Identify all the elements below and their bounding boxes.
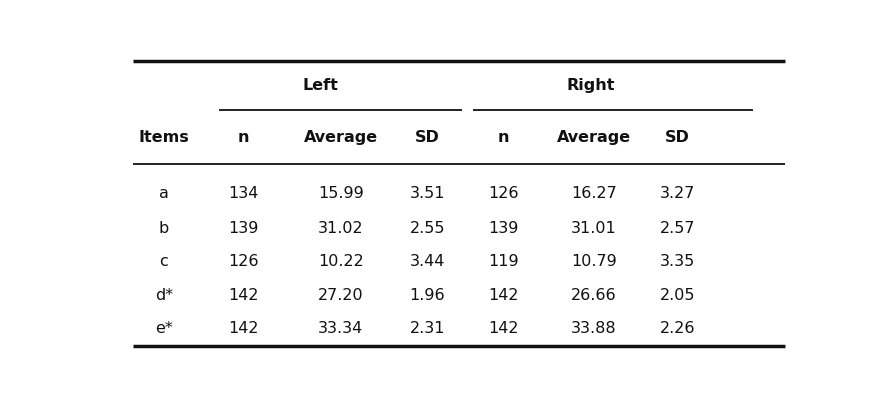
Text: 1.96: 1.96 bbox=[409, 288, 445, 303]
Text: SD: SD bbox=[664, 130, 689, 145]
Text: n: n bbox=[238, 130, 249, 145]
Text: 27.20: 27.20 bbox=[317, 288, 363, 303]
Text: Items: Items bbox=[139, 130, 189, 145]
Text: 134: 134 bbox=[228, 186, 258, 201]
Text: a: a bbox=[159, 186, 169, 201]
Text: 10.79: 10.79 bbox=[570, 254, 616, 269]
Text: 126: 126 bbox=[228, 254, 258, 269]
Text: SD: SD bbox=[415, 130, 440, 145]
Text: n: n bbox=[497, 130, 509, 145]
Text: 16.27: 16.27 bbox=[570, 186, 616, 201]
Text: 119: 119 bbox=[488, 254, 519, 269]
Text: b: b bbox=[158, 221, 169, 236]
Text: 2.31: 2.31 bbox=[409, 321, 444, 336]
Text: e*: e* bbox=[155, 321, 173, 336]
Text: 3.51: 3.51 bbox=[409, 186, 444, 201]
Text: 2.55: 2.55 bbox=[409, 221, 444, 236]
Text: 31.02: 31.02 bbox=[317, 221, 363, 236]
Text: 33.34: 33.34 bbox=[317, 321, 363, 336]
Text: 126: 126 bbox=[488, 186, 519, 201]
Text: 139: 139 bbox=[228, 221, 258, 236]
Text: 2.57: 2.57 bbox=[659, 221, 694, 236]
Text: Average: Average bbox=[556, 130, 630, 145]
Text: 15.99: 15.99 bbox=[317, 186, 363, 201]
Text: 142: 142 bbox=[488, 321, 519, 336]
Text: 3.44: 3.44 bbox=[409, 254, 444, 269]
Text: 3.35: 3.35 bbox=[659, 254, 694, 269]
Text: 26.66: 26.66 bbox=[570, 288, 616, 303]
Text: 142: 142 bbox=[488, 288, 519, 303]
Text: 142: 142 bbox=[228, 321, 258, 336]
Text: Average: Average bbox=[303, 130, 377, 145]
Text: Left: Left bbox=[301, 78, 338, 93]
Text: 10.22: 10.22 bbox=[317, 254, 363, 269]
Text: 2.05: 2.05 bbox=[659, 288, 694, 303]
Text: 2.26: 2.26 bbox=[659, 321, 694, 336]
Text: Right: Right bbox=[566, 78, 614, 93]
Text: 142: 142 bbox=[228, 288, 258, 303]
Text: 3.27: 3.27 bbox=[659, 186, 694, 201]
Text: c: c bbox=[159, 254, 168, 269]
Text: 33.88: 33.88 bbox=[570, 321, 616, 336]
Text: 139: 139 bbox=[488, 221, 519, 236]
Text: 31.01: 31.01 bbox=[570, 221, 616, 236]
Text: d*: d* bbox=[155, 288, 173, 303]
